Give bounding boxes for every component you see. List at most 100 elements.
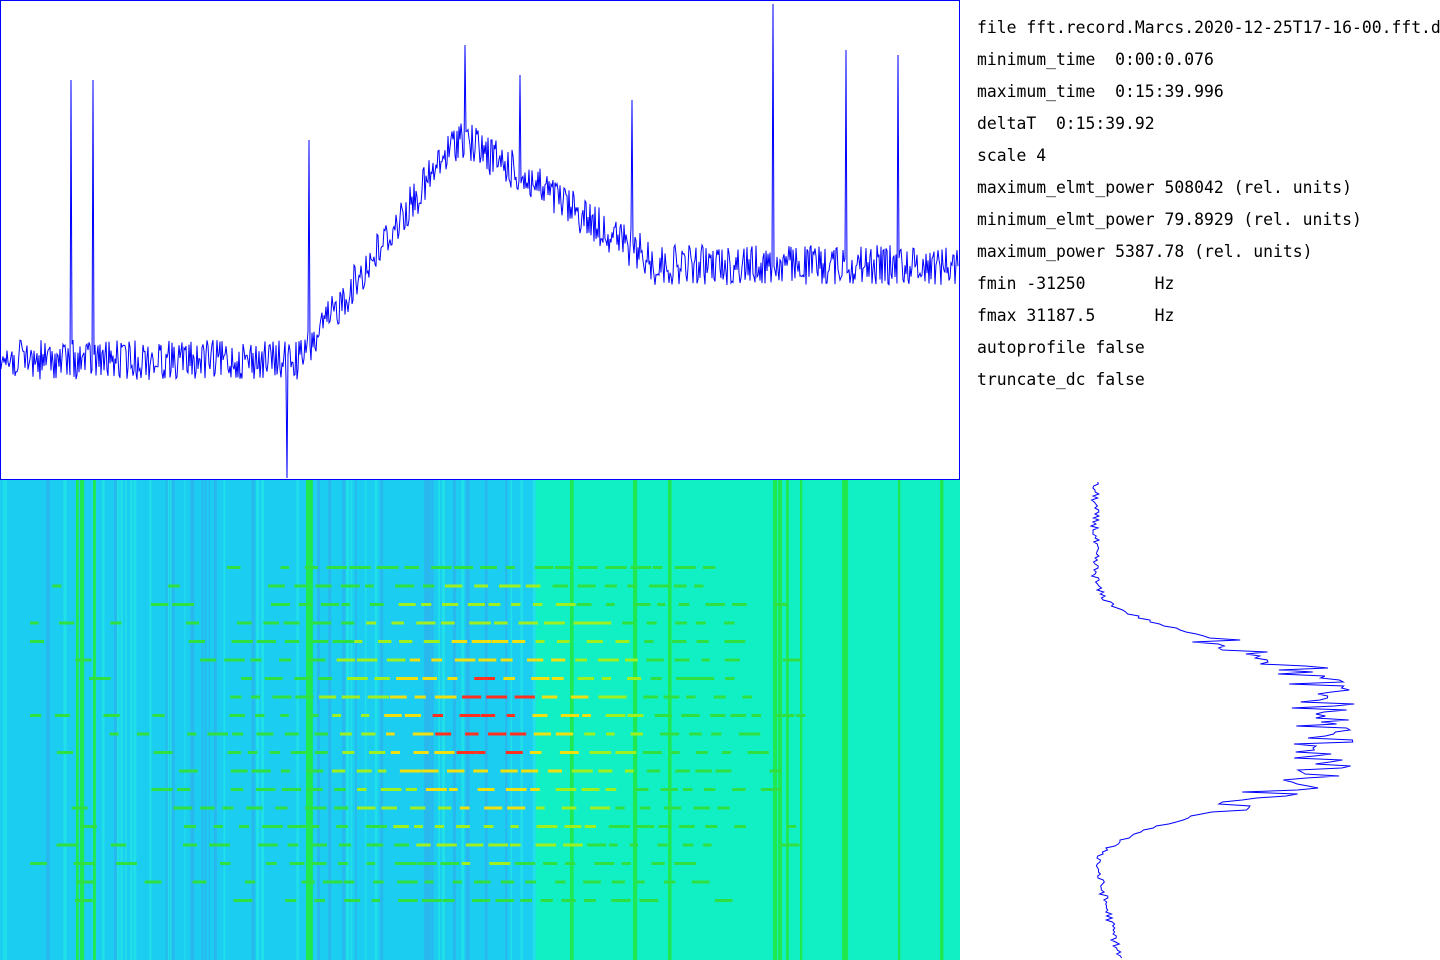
spectrogram-cell <box>500 880 515 884</box>
spectrogram-cell <box>652 566 663 569</box>
spectrogram-cell <box>315 480 317 960</box>
spectrogram-cell <box>256 732 274 736</box>
spectrogram-cell <box>676 677 697 680</box>
spectrogram-cell <box>618 695 627 699</box>
spectrogram-cell <box>776 714 795 717</box>
spectrogram-cell <box>93 480 96 960</box>
spectrogram-cell <box>459 806 470 810</box>
spectrogram-cell <box>356 769 372 773</box>
spectrogram-cell <box>491 640 509 643</box>
spectrogram-cell <box>224 658 245 662</box>
spectrogram-cell <box>461 862 471 865</box>
spectrogram-cell <box>571 769 593 773</box>
spectrogram-cell <box>200 658 217 662</box>
spectrogram-cell <box>394 843 409 847</box>
spectrogram-cell <box>525 584 541 588</box>
spectrogram-cell <box>461 480 465 960</box>
spectrogram-cell <box>173 806 193 810</box>
spectrogram-cell <box>239 825 250 828</box>
spectrogram-cell <box>318 677 333 680</box>
spectrogram-cell <box>473 880 491 884</box>
spectrogram-cell <box>188 640 206 643</box>
spectrogram-cell <box>404 566 419 569</box>
spectrogram-cell <box>336 658 356 662</box>
spectrogram-cell <box>529 751 542 754</box>
spectrogram-cell <box>442 480 446 960</box>
spectrogram-cell <box>584 825 597 828</box>
spectrogram-cell <box>724 621 735 625</box>
spectrogram-cell <box>695 769 712 773</box>
spectrogram-cell <box>65 480 67 960</box>
spectrogram-cell <box>449 788 458 791</box>
spectrogram-cell <box>462 695 482 699</box>
spectrogram-cell <box>334 806 349 810</box>
spectrogram-cell <box>341 695 361 699</box>
spectrogram-cell <box>409 658 421 662</box>
spectrogram-cell <box>334 788 346 791</box>
spectrogram-cell <box>563 843 583 847</box>
spectrogram-cell <box>294 677 312 680</box>
spectrogram-cell <box>650 677 662 680</box>
spectrogram-cell <box>693 806 710 810</box>
spectrogram-cell <box>434 695 457 699</box>
spectrogram-cell <box>454 566 474 569</box>
spectrogram-cell <box>535 640 545 643</box>
spectrogram-cell <box>774 603 787 606</box>
spectrogram-cell <box>489 862 511 865</box>
spectrogram-cell <box>551 658 566 662</box>
spectrogram-cell <box>531 677 550 680</box>
spectrogram-cell <box>440 862 460 865</box>
spectrogram-cell <box>304 566 319 569</box>
spectrogram-cell <box>71 806 88 810</box>
spectrogram-cell <box>606 732 615 736</box>
spectrogram-cell <box>509 843 521 847</box>
spectrogram-cell <box>611 880 625 884</box>
spectrogram-cell <box>594 621 612 625</box>
spectrogram-cell <box>536 825 558 828</box>
spectrogram-cell <box>630 566 652 569</box>
spectrogram-cell <box>674 566 696 569</box>
spectrogram-cell <box>120 480 123 960</box>
spectrogram-cell <box>339 732 352 736</box>
spectrogram-cell <box>605 788 617 791</box>
spectrogram-cell <box>487 732 507 736</box>
spectrogram-cell <box>646 621 657 625</box>
spectrogram-cell <box>30 862 47 865</box>
spectrogram-cell <box>559 751 579 754</box>
spectrogram-cell <box>532 603 543 606</box>
spectrogram-cell <box>465 843 484 847</box>
spectrogram-cell <box>495 899 515 902</box>
spectrogram-cell <box>438 806 452 810</box>
spectrogram-cell <box>715 769 732 773</box>
spectrogram-cell <box>258 843 278 847</box>
spectrogram-cell <box>605 603 615 606</box>
spectrogram-cell <box>702 566 716 569</box>
info-line: scale 4 <box>977 146 1047 165</box>
spectrogram-cell <box>373 880 384 884</box>
spectrogram-cell <box>639 899 659 902</box>
spectrogram-cell <box>533 732 551 736</box>
spectrogram-cell <box>314 751 328 754</box>
spectrogram-cell <box>272 695 292 699</box>
spectrogram-cell <box>447 677 458 680</box>
spectrogram-cell <box>80 825 97 828</box>
spectrogram-cell <box>247 751 258 754</box>
spectrogram-cell <box>565 862 576 865</box>
spectrogram-cell <box>681 714 700 717</box>
spectrogram-cell <box>295 695 314 699</box>
spectrogram-cell <box>488 603 501 606</box>
spectrogram-cell <box>672 640 687 643</box>
spectrogram-cell <box>649 584 669 588</box>
spectrogram-cell <box>796 714 806 717</box>
spectrogram-cell <box>314 899 325 902</box>
spectrogram-cell <box>381 806 397 810</box>
spectrogram-cell <box>644 640 654 643</box>
spectrogram-cell <box>109 732 119 736</box>
spectrogram-cell <box>410 806 426 810</box>
spectrogram-cell <box>598 695 619 699</box>
spectrogram-cell <box>357 806 376 810</box>
spectrogram-cell <box>230 788 244 791</box>
spectrogram-cell <box>639 806 651 810</box>
spectrogram-cell <box>500 769 518 773</box>
spectrogram-cell <box>136 732 150 736</box>
